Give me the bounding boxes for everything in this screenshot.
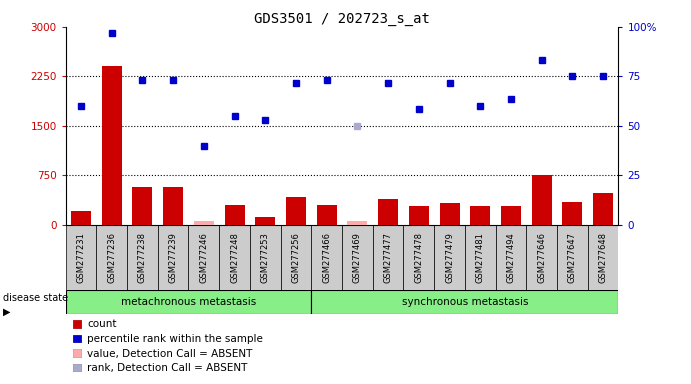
Bar bbox=[348, 221, 368, 225]
Bar bbox=[531, 175, 551, 225]
Text: GSM277478: GSM277478 bbox=[415, 232, 424, 283]
Bar bbox=[465, 225, 495, 290]
Text: GSM277248: GSM277248 bbox=[230, 232, 239, 283]
Bar bbox=[588, 225, 618, 290]
Text: GSM277238: GSM277238 bbox=[138, 232, 147, 283]
Bar bbox=[66, 290, 312, 314]
Bar bbox=[281, 225, 312, 290]
Bar bbox=[66, 225, 96, 290]
Text: percentile rank within the sample: percentile rank within the sample bbox=[87, 334, 263, 344]
Bar bbox=[501, 205, 521, 225]
Text: synchronous metastasis: synchronous metastasis bbox=[401, 297, 528, 307]
Text: GSM277494: GSM277494 bbox=[507, 232, 515, 283]
Text: GSM277477: GSM277477 bbox=[384, 232, 392, 283]
Text: metachronous metastasis: metachronous metastasis bbox=[121, 297, 256, 307]
Text: GSM277253: GSM277253 bbox=[261, 232, 269, 283]
Bar bbox=[439, 203, 460, 225]
Bar bbox=[404, 225, 434, 290]
Text: GSM277469: GSM277469 bbox=[353, 232, 362, 283]
Bar bbox=[286, 197, 306, 225]
Bar bbox=[194, 221, 214, 225]
Bar bbox=[562, 202, 583, 225]
Text: GSM277647: GSM277647 bbox=[568, 232, 577, 283]
Bar bbox=[316, 205, 337, 225]
Bar bbox=[593, 193, 613, 225]
Bar bbox=[102, 66, 122, 225]
Text: GSM277481: GSM277481 bbox=[475, 232, 485, 283]
Bar bbox=[96, 225, 127, 290]
Bar bbox=[434, 225, 465, 290]
Text: GSM277479: GSM277479 bbox=[445, 232, 454, 283]
Bar bbox=[312, 225, 342, 290]
Bar bbox=[378, 199, 398, 225]
Bar bbox=[225, 205, 245, 225]
Bar bbox=[342, 225, 372, 290]
Text: GSM277231: GSM277231 bbox=[77, 232, 86, 283]
Text: count: count bbox=[87, 319, 117, 329]
Bar bbox=[189, 225, 219, 290]
Bar bbox=[409, 205, 429, 225]
Text: GSM277246: GSM277246 bbox=[199, 232, 209, 283]
Text: value, Detection Call = ABSENT: value, Detection Call = ABSENT bbox=[87, 349, 252, 359]
Bar bbox=[527, 225, 557, 290]
Text: GSM277648: GSM277648 bbox=[598, 232, 607, 283]
Title: GDS3501 / 202723_s_at: GDS3501 / 202723_s_at bbox=[254, 12, 430, 26]
Bar bbox=[471, 205, 490, 225]
Text: GSM277466: GSM277466 bbox=[322, 232, 331, 283]
Bar bbox=[127, 225, 158, 290]
Bar bbox=[372, 225, 404, 290]
Bar bbox=[163, 187, 183, 225]
Bar bbox=[219, 225, 250, 290]
Bar bbox=[557, 225, 588, 290]
Bar bbox=[158, 225, 189, 290]
Bar bbox=[133, 187, 153, 225]
Bar bbox=[255, 217, 275, 225]
Text: GSM277256: GSM277256 bbox=[292, 232, 301, 283]
Text: GSM277646: GSM277646 bbox=[537, 232, 546, 283]
Text: ▶: ▶ bbox=[3, 306, 11, 317]
Bar bbox=[495, 225, 527, 290]
Bar bbox=[312, 290, 618, 314]
Text: rank, Detection Call = ABSENT: rank, Detection Call = ABSENT bbox=[87, 363, 247, 373]
Bar bbox=[250, 225, 281, 290]
Text: GSM277236: GSM277236 bbox=[107, 232, 116, 283]
Text: GSM277239: GSM277239 bbox=[169, 232, 178, 283]
Text: disease state: disease state bbox=[3, 293, 68, 303]
Bar bbox=[71, 212, 91, 225]
